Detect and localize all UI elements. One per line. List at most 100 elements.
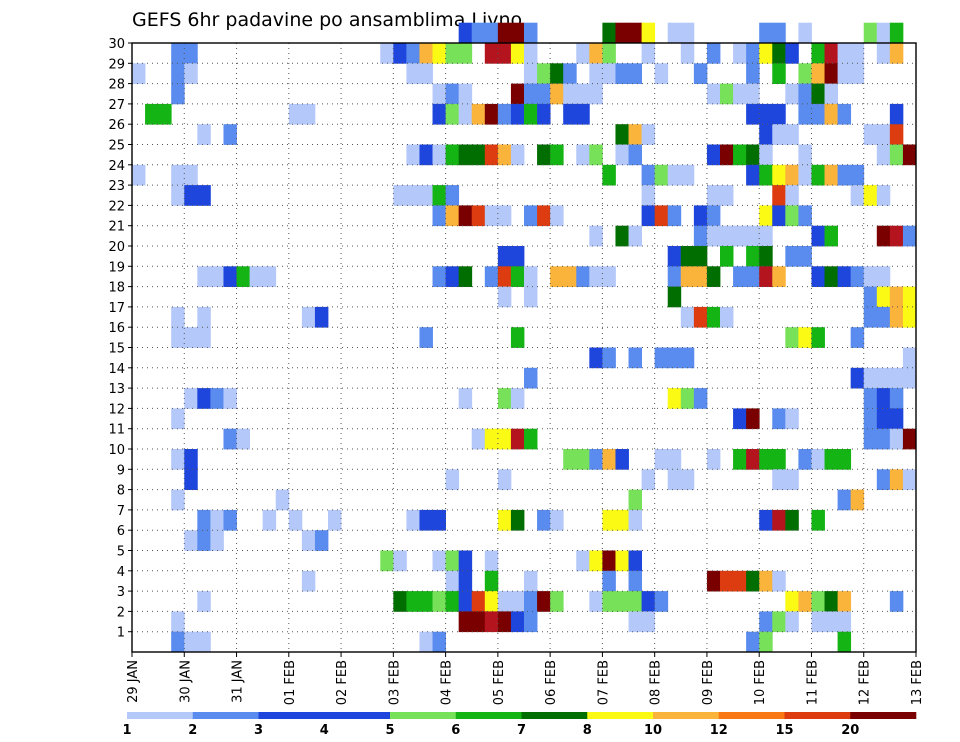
heatmap-cell [850,43,865,64]
heatmap-cell [759,509,773,531]
legend-label: 3 [254,723,263,738]
heatmap-cell [746,83,760,105]
x-tick-label: 07 FEB [596,660,611,705]
heatmap-cell [210,509,224,531]
heatmap-cell [471,428,486,450]
legend-swatch [127,712,194,719]
heatmap-cell [863,22,878,44]
heatmap-cell [497,591,512,612]
heatmap-cell [223,124,237,145]
heatmap-cell [720,246,734,267]
x-tick-label: 01 FEB [283,660,298,705]
heatmap-cell [458,550,473,572]
heatmap-cell [432,83,446,105]
heatmap-cell [824,63,838,84]
heatmap-cell [484,205,499,227]
heatmap-cell [759,570,773,592]
heatmap-cell [785,327,799,348]
heatmap-cell [380,43,394,64]
heatmap-cell [850,327,865,348]
heatmap-cell [510,509,525,531]
heatmap-cell [837,43,852,64]
heatmap-cell [314,306,329,328]
heatmap-cell [746,449,760,470]
heatmap-cell [171,185,185,206]
heatmap-cell [628,611,642,633]
legend-label: 4 [320,723,329,738]
heatmap-cell [824,266,838,287]
heatmap-cell [484,43,499,64]
heatmap-cell [628,63,642,84]
heatmap-cell [706,83,721,105]
heatmap-cell [445,570,460,592]
heatmap-cell [785,469,799,490]
heatmap-cell [759,449,773,470]
heatmap-cell [876,306,891,328]
heatmap-cell [550,144,564,166]
heatmap-cell [733,43,747,64]
legend-label: 15 [775,723,793,738]
heatmap-cell [406,43,420,64]
heatmap-cell [837,611,852,633]
heatmap-cell [458,611,473,633]
heatmap-cell [628,22,642,44]
heatmap-cell [693,63,708,84]
heatmap-cell [210,388,224,409]
heatmap-cell [667,388,682,409]
heatmap-cell [602,266,616,287]
heatmap-cell [432,103,446,125]
heatmap-cell [863,306,878,328]
y-tick-label: 6 [117,524,125,539]
heatmap-cell [158,103,172,125]
heatmap-cell [772,205,786,227]
heatmap-cell [184,631,198,653]
legend-swatch [192,712,259,719]
heatmap-cell [249,266,264,287]
heatmap-cell [641,469,656,490]
heatmap-cell [262,266,277,287]
heatmap-cell [667,164,682,186]
heatmap-cell [432,591,446,612]
heatmap-cell [798,591,812,612]
heatmap-cell [824,611,838,633]
y-tick-label: 18 [108,281,125,296]
heatmap-cell [393,591,407,612]
y-tick-label: 17 [108,301,125,316]
x-tick-label: 02 FEB [335,660,350,705]
y-tick-label: 12 [108,402,125,417]
legend-label: 7 [517,723,526,738]
heatmap-cell [837,63,852,84]
heatmap-cell [785,509,799,531]
y-tick-label: 26 [108,118,125,133]
heatmap-cell [458,22,473,44]
heatmap-cell [706,306,721,328]
heatmap-cell [798,63,812,84]
heatmap-cell [484,103,499,125]
y-tick-label: 29 [108,57,125,72]
heatmap-cell [837,591,852,612]
heatmap-cell [811,164,825,186]
heatmap-cell [837,449,852,470]
heatmap-cell [706,205,721,227]
legend-label: 6 [451,723,460,738]
heatmap-cell [589,144,603,166]
y-tick-label: 25 [108,139,125,154]
heatmap-cell [785,185,799,206]
heatmap-cell [746,164,760,186]
heatmap-cell [876,185,891,206]
heatmap-cell [628,550,642,572]
heatmap-cell [419,631,433,653]
x-axis: 29 JAN 30 JAN 31 JAN 01 FEB 02 FEB 03 FEB 04 F… [126,652,925,705]
heatmap-cell [419,327,433,348]
y-tick-label: 3 [117,585,125,600]
x-tick-label: 08 FEB [649,660,664,705]
heatmap-cell [759,266,773,287]
heatmap-cell [589,43,603,64]
heatmap-cell [576,43,590,64]
heatmap-cell [563,83,577,105]
heatmap-cell [301,103,316,125]
heatmap-cell [706,185,721,206]
heatmap-cell [524,570,538,592]
heatmap-cell [759,205,773,227]
heatmap-cell [497,22,512,44]
